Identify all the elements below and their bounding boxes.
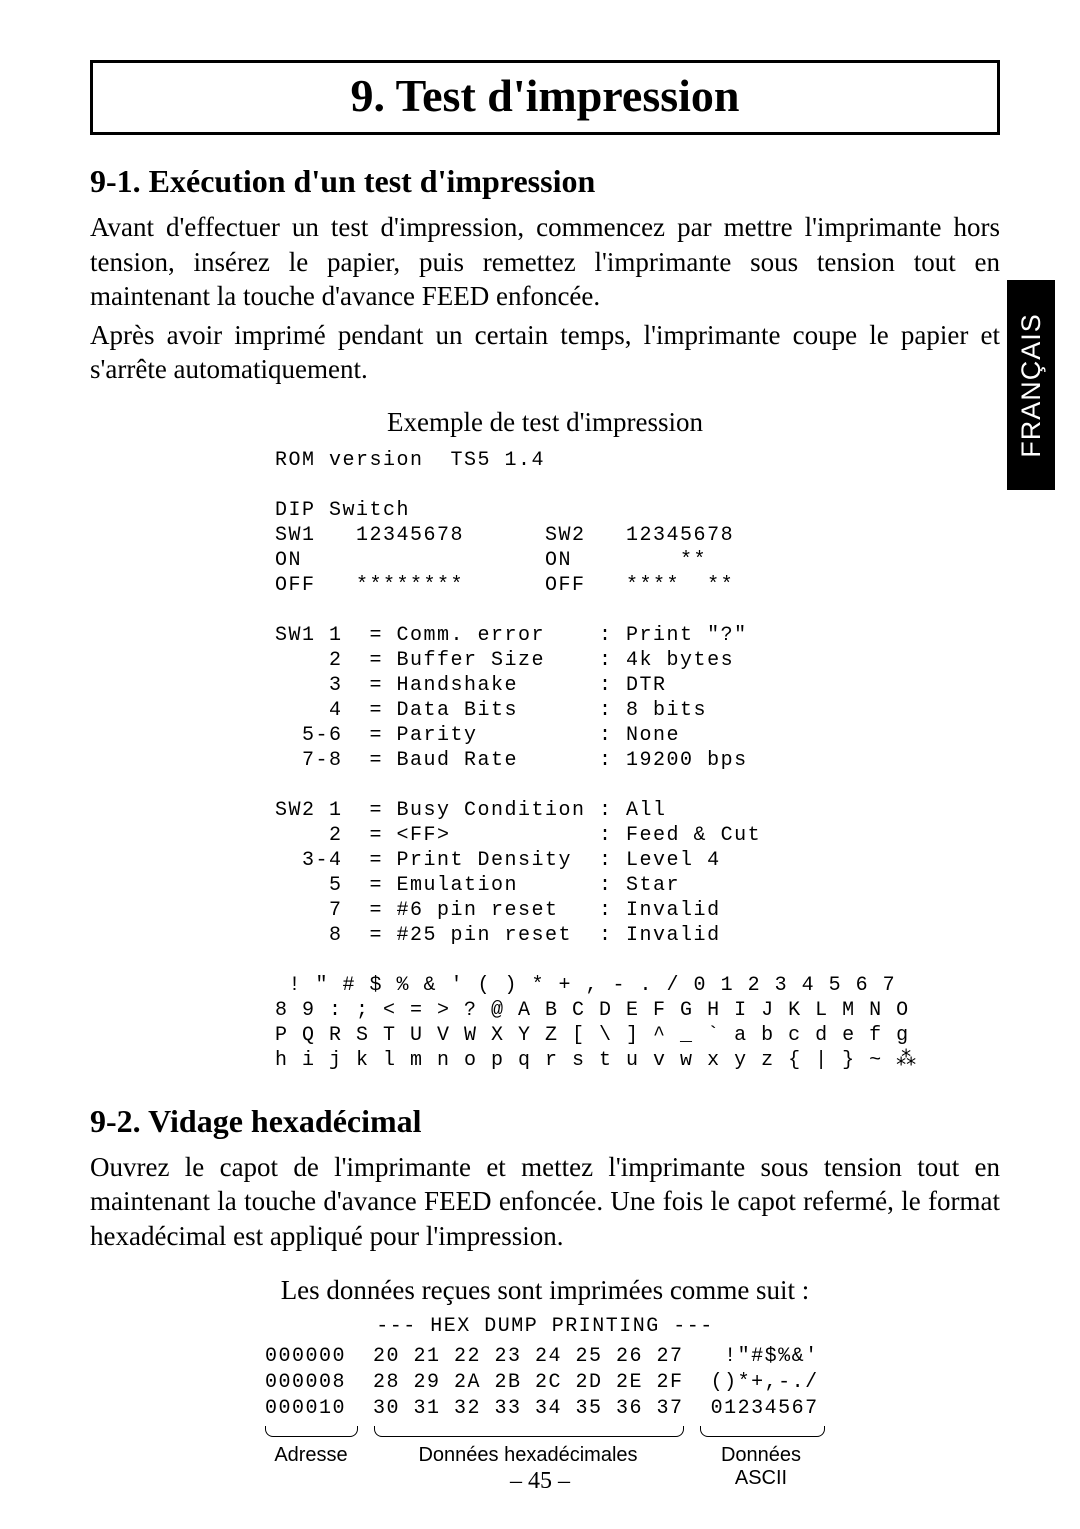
- section-9-1-heading: 9-1. Exécution d'un test d'impression: [90, 163, 1000, 200]
- hexdump-braces: [265, 1426, 825, 1440]
- brace-hex: [374, 1426, 684, 1437]
- chapter-title: 9. Test d'impression: [93, 69, 997, 122]
- section-9-1-paragraph-1: Avant d'effectuer un test d'impression, …: [90, 210, 1000, 314]
- example-caption: Exemple de test d'impression: [90, 407, 1000, 438]
- page-number: – 45 –: [0, 1468, 1080, 1495]
- chapter-title-box: 9. Test d'impression: [90, 60, 1000, 135]
- section-9-2-paragraph-1: Ouvrez le capot de l'imprimante et mette…: [90, 1150, 1000, 1254]
- printout-sample: ROM version TS5 1.4 DIP Switch SW1 12345…: [275, 448, 815, 1073]
- brace-address: [265, 1426, 358, 1437]
- language-tab-label: FRANÇAIS: [1016, 313, 1047, 458]
- language-tab: FRANÇAIS: [1007, 280, 1055, 490]
- hexdump-rows: 000000 20 21 22 23 24 25 26 27 !"#$%&' 0…: [265, 1344, 825, 1422]
- section-9-2-heading: 9-2. Vidage hexadécimal: [90, 1103, 1000, 1140]
- brace-ascii: [700, 1426, 825, 1437]
- page: FRANÇAIS 9. Test d'impression 9-1. Exécu…: [0, 0, 1080, 1529]
- section-9-1-paragraph-2: Après avoir imprimé pendant un certain t…: [90, 318, 1000, 387]
- hexdump-title: --- HEX DUMP PRINTING ---: [265, 1314, 825, 1340]
- hexdump-caption: Les données reçues sont imprimées comme …: [90, 1275, 1000, 1306]
